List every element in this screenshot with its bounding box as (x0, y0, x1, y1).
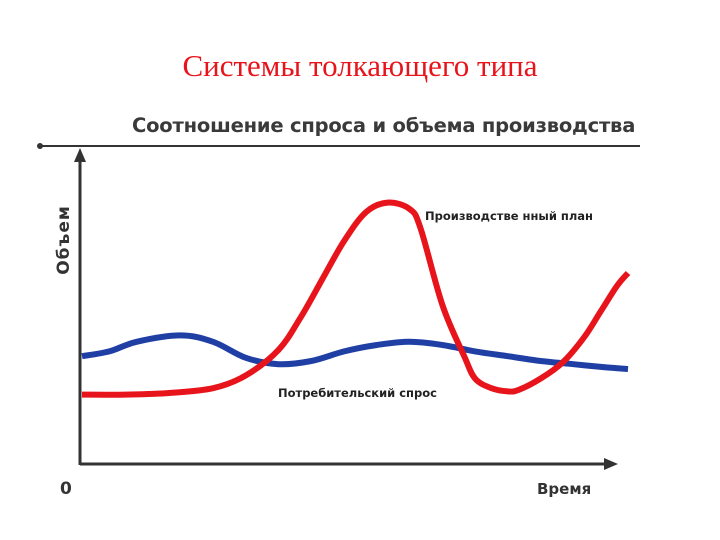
series-line-consumer-demand (81, 332, 629, 372)
annotation-production-plan: Производстве нный план (425, 209, 593, 223)
y-axis-arrow (74, 148, 86, 162)
slide-title: Системы толкающего типа (182, 48, 538, 83)
annotation-consumer-demand: Потребительский спрос (278, 386, 437, 400)
origin-label: 0 (60, 479, 72, 499)
x-axis-arrow (604, 458, 618, 470)
y-axis-label: Объем (54, 205, 74, 275)
x-axis-label: Время (537, 480, 591, 498)
title-divider (40, 145, 640, 147)
x-axis (80, 458, 618, 470)
series-layer (81, 199, 631, 398)
chart-title: Соотношение спроса и объема производства (132, 114, 636, 137)
y-axis (74, 148, 86, 465)
series-line-production-plan (81, 199, 631, 398)
